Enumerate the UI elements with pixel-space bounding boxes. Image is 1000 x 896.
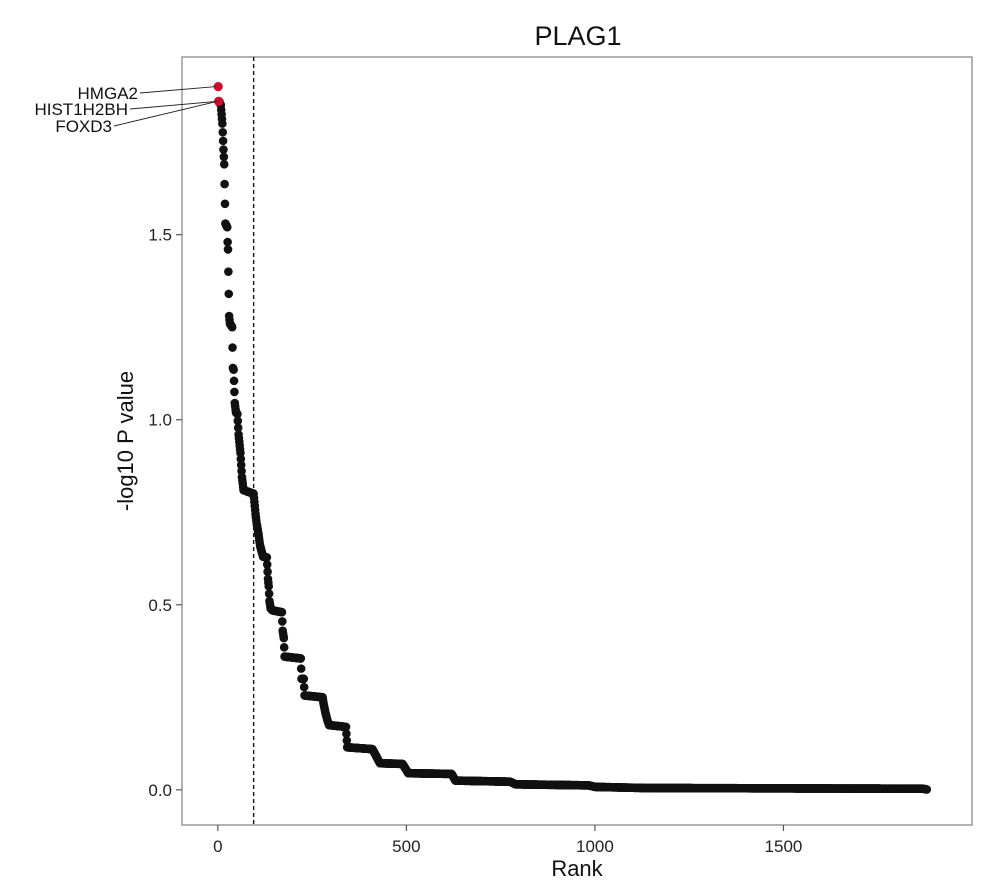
- data-point: [263, 567, 272, 577]
- data-point: [218, 119, 227, 128]
- y-tick-label: 1.0: [148, 411, 172, 430]
- label-leader-line: [129, 100, 217, 110]
- data-point: [230, 387, 239, 397]
- data-point: [279, 633, 289, 643]
- y-tick-label: 0.5: [148, 596, 172, 615]
- label-leader-line: [139, 86, 217, 94]
- data-point: [224, 267, 233, 276]
- label-leader-line: [113, 100, 218, 127]
- data-point: [342, 736, 352, 745]
- x-tick-label: 0: [213, 837, 222, 856]
- gene-label: FOXD3: [55, 117, 112, 136]
- data-point: [262, 560, 272, 569]
- data-point: [299, 674, 309, 684]
- y-tick-label: 0.0: [148, 781, 172, 800]
- data-point: [224, 289, 234, 299]
- data-point: [342, 729, 351, 738]
- data-point: [299, 682, 309, 692]
- data-point: [228, 343, 237, 352]
- data-point: [233, 423, 243, 433]
- x-tick-label: 500: [392, 837, 420, 856]
- y-tick-label: 1.5: [148, 226, 172, 245]
- data-point: [229, 365, 238, 375]
- x-axis-title: Rank: [551, 856, 603, 881]
- data-point: [296, 654, 306, 663]
- data-point: [341, 722, 351, 732]
- data-point: [277, 607, 287, 617]
- gene-label: HMGA2: [78, 84, 138, 103]
- x-tick-label: 1000: [576, 837, 614, 856]
- plot-frame: [181, 56, 973, 826]
- data-point: [219, 160, 229, 169]
- data-point: [220, 199, 230, 209]
- highlighted-point: [213, 82, 223, 92]
- data-point: [233, 416, 243, 426]
- data-point: [296, 664, 306, 673]
- data-point: [264, 581, 274, 591]
- data-point: [262, 553, 272, 562]
- data-point: [223, 245, 233, 254]
- y-axis-title: -log10 P value: [113, 371, 138, 511]
- x-tick-label: 1500: [765, 837, 803, 856]
- data-points: [213, 82, 932, 794]
- data-point: [264, 589, 274, 598]
- data-point: [218, 127, 228, 137]
- highlighted-point: [214, 96, 224, 107]
- data-point: [223, 237, 232, 247]
- data-point: [279, 643, 289, 652]
- data-point: [229, 376, 239, 386]
- chart-title: PLAG1: [534, 21, 621, 51]
- y-axis: 0.0 0.5 1.0 1.5: [148, 226, 182, 800]
- data-point: [219, 145, 228, 154]
- data-point: [233, 409, 242, 419]
- data-point: [922, 785, 932, 794]
- data-point: [222, 222, 232, 232]
- data-point: [218, 136, 228, 146]
- x-axis: 0 500 1000 1500: [213, 825, 802, 856]
- data-point: [227, 322, 237, 332]
- gene-label: HIST1H2BH: [34, 100, 128, 119]
- data-point: [278, 617, 287, 626]
- data-point: [219, 152, 229, 162]
- data-point: [220, 179, 229, 189]
